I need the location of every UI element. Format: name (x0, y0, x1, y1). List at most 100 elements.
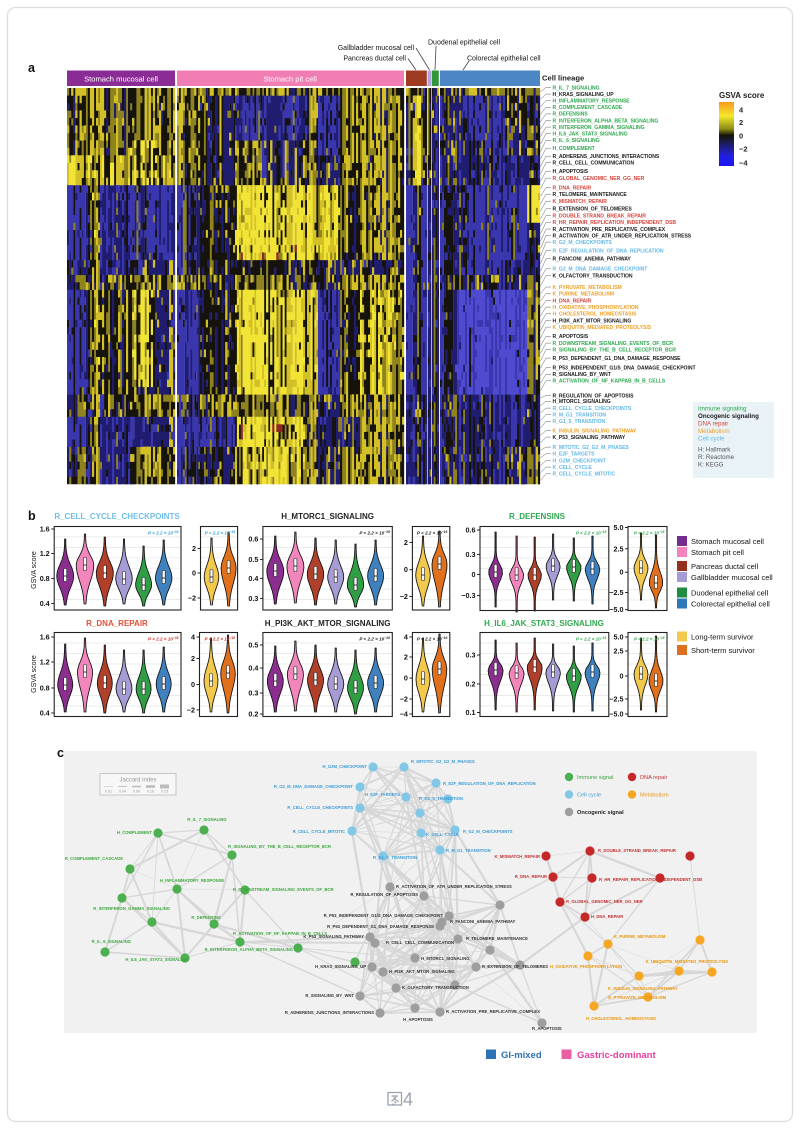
svg-text:R_ACTIVATION_OF_ATR_UNDER_REPL: R_ACTIVATION_OF_ATR_UNDER_REPLICATION_ST… (396, 884, 512, 889)
svg-text:Cell cycle: Cell cycle (577, 793, 601, 799)
svg-text:R_CELL_CYCLE_CHECKPOINTS: R_CELL_CYCLE_CHECKPOINTS (54, 512, 180, 521)
svg-text:−2.5: −2.5 (609, 588, 623, 597)
svg-text:H_DNA_REPAIR: H_DNA_REPAIR (553, 298, 592, 304)
svg-text:−2: −2 (739, 145, 748, 154)
svg-text:H_KRAS_SIGNALING_UP: H_KRAS_SIGNALING_UP (315, 964, 366, 969)
svg-text:H_G2M_CHECKPOINT: H_G2M_CHECKPOINT (553, 458, 607, 464)
svg-text:R_COMPLEMENT_CASCADE: R_COMPLEMENT_CASCADE (65, 856, 123, 861)
svg-text:H: Hallmark: H: Hallmark (698, 447, 731, 454)
svg-text:R_G2_M_CHECKPOINTS: R_G2_M_CHECKPOINTS (463, 829, 513, 834)
svg-text:4: 4 (191, 633, 195, 642)
svg-text:R_SIGNALING_BY_THE_B_CELL_RECE: R_SIGNALING_BY_THE_B_CELL_RECEPTOR_BCR (228, 844, 331, 849)
svg-text:−4: −4 (739, 159, 748, 168)
svg-text:2: 2 (191, 654, 195, 663)
svg-text:H_PI3K_AKT_MTOR_SIGNALING: H_PI3K_AKT_MTOR_SIGNALING (553, 318, 632, 324)
svg-text:R_P53_DEPENDENT_G1_DNA_DAMAGE_: R_P53_DEPENDENT_G1_DNA_DAMAGE_RESPONSE (553, 356, 682, 362)
svg-text:Oncogenic signaling: Oncogenic signaling (698, 413, 759, 420)
svg-text:0: 0 (472, 570, 476, 579)
svg-text:GI-mixed: GI-mixed (501, 1050, 542, 1061)
svg-text:R_M_G1_TRANSITION: R_M_G1_TRANSITION (446, 848, 491, 853)
svg-text:R_IL_6_SIGNALING: R_IL_6_SIGNALING (92, 939, 131, 944)
svg-text:0: 0 (739, 132, 743, 141)
svg-text:0.5: 0.5 (248, 555, 258, 564)
svg-text:Cell lineage: Cell lineage (542, 74, 584, 83)
svg-text:K_PYRUVATE_METABOLISM: K_PYRUVATE_METABOLISM (608, 995, 666, 1000)
svg-text:K_PURINE_METABOLISM: K_PURINE_METABOLISM (553, 292, 615, 298)
svg-text:H_MTORC1_SIGNALING: H_MTORC1_SIGNALING (281, 512, 374, 521)
svg-text:H_INFLAMMATORY_RESPONSE: H_INFLAMMATORY_RESPONSE (553, 99, 631, 105)
svg-text:R_DEFENSINS: R_DEFENSINS (553, 112, 589, 118)
svg-text:Gallbladder mucosal cell: Gallbladder mucosal cell (691, 573, 773, 582)
svg-text:R_ADHERENS_JUNCTIONS_INTERACTI: R_ADHERENS_JUNCTIONS_INTERACTIONS (553, 154, 660, 160)
svg-text:R_SIGNALING_BY_WNT: R_SIGNALING_BY_WNT (553, 372, 612, 378)
svg-text:R_GLOBAL_GENOMIC_NER_GG_NER: R_GLOBAL_GENOMIC_NER_GG_NER (553, 176, 645, 182)
svg-text:Gallbladder mucosal cell: Gallbladder mucosal cell (338, 45, 415, 52)
svg-text:4: 4 (404, 633, 408, 642)
svg-text:R_DOWNSTREAM_SIGNALING_EVENTS_: R_DOWNSTREAM_SIGNALING_EVENTS_OF_BCR (553, 341, 674, 347)
svg-text:K_UBIQUITIN_MEDIATED_PROTEOLYS: K_UBIQUITIN_MEDIATED_PROTEOLYSIS (553, 325, 652, 331)
svg-text:R_DNA_REPAIR: R_DNA_REPAIR (553, 186, 592, 192)
svg-text:−4: −4 (400, 710, 408, 719)
svg-text:H_COMPLEMENT: H_COMPLEMENT (553, 146, 596, 152)
svg-text:R_HR_REPAIR_REPLICATION_INDEPE: R_HR_REPAIR_REPLICATION_INDEPENDENT_DSB (599, 877, 702, 882)
svg-text:GSVA score: GSVA score (31, 655, 38, 693)
svg-text:−2: −2 (400, 695, 408, 704)
svg-text:R_APOPTOSIS: R_APOPTOSIS (532, 1026, 562, 1031)
svg-text:K_OLFACTORY_TRANSDUCTION: K_OLFACTORY_TRANSDUCTION (402, 985, 469, 990)
svg-text:P < 2.2 × 10−16: P < 2.2 × 10−16 (359, 530, 390, 536)
svg-text:Pancreas ductal cell: Pancreas ductal cell (691, 562, 758, 571)
svg-text:b: b (28, 509, 36, 523)
svg-text:0.1: 0.1 (466, 708, 476, 717)
svg-text:R: Reactome: R: Reactome (698, 454, 735, 461)
svg-text:K: KEGG: K: KEGG (698, 462, 724, 469)
svg-text:H_COMPLEMENT: H_COMPLEMENT (117, 830, 153, 835)
svg-text:0: 0 (620, 568, 624, 577)
svg-text:R_REGULATION_OF_APOPTOSIS: R_REGULATION_OF_APOPTOSIS (350, 892, 418, 897)
svg-text:Oncogenic signal: Oncogenic signal (577, 810, 624, 816)
svg-text:R_ACTIVATION_PRE_REPLICATIVE_C: R_ACTIVATION_PRE_REPLICATIVE_COMPLEX (553, 227, 666, 233)
svg-text:R_INTERFERON_GAMMA_SIGNALING: R_INTERFERON_GAMMA_SIGNALING (93, 906, 170, 911)
svg-text:Colorectal epithelial cell: Colorectal epithelial cell (467, 56, 541, 63)
svg-text:R_HR_REPAIR_REPLICATION_INDEPE: R_HR_REPAIR_REPLICATION_INDEPENDENT_DSB (553, 220, 677, 226)
svg-text:R_INTERFERON_ALPHA_BETA_SIGNAL: R_INTERFERON_ALPHA_BETA_SIGNALING (553, 118, 659, 124)
svg-text:2: 2 (404, 538, 408, 547)
svg-text:−2.5: −2.5 (609, 695, 623, 704)
svg-text:P < 2.2 × 10−16: P < 2.2 × 10−16 (417, 636, 448, 642)
svg-text:P < 2.2 × 10−16: P < 2.2 × 10−16 (417, 530, 448, 536)
svg-text:H_OXIDATIVE_PHOSPHORYLATION: H_OXIDATIVE_PHOSPHORYLATION (553, 305, 639, 311)
svg-text:K_PYRUVATE_METABOLISM: K_PYRUVATE_METABOLISM (553, 285, 622, 291)
svg-text:H_KRAS_SIGNALING_UP: H_KRAS_SIGNALING_UP (553, 92, 615, 98)
svg-text:−0.3: −0.3 (461, 591, 475, 600)
svg-text:Long-term survivor: Long-term survivor (691, 633, 754, 642)
svg-text:R_ACTIVATION_OF_NF_KAPPAB_IN_B: R_ACTIVATION_OF_NF_KAPPAB_IN_B_CELLS (233, 931, 327, 936)
svg-text:1.6: 1.6 (40, 633, 50, 642)
svg-text:R_IL_6_SIGNALING: R_IL_6_SIGNALING (553, 138, 600, 144)
svg-text:1.2: 1.2 (40, 549, 50, 558)
svg-text:K_CELL_CYCLE: K_CELL_CYCLE (426, 832, 459, 837)
svg-text:R_TELOMERE_MAINTENANCE: R_TELOMERE_MAINTENANCE (553, 192, 628, 198)
svg-text:H_INFLAMMATORY_RESPONSE: H_INFLAMMATORY_RESPONSE (160, 878, 225, 883)
svg-text:K_MISMATCH_REPAIR: K_MISMATCH_REPAIR (553, 199, 608, 205)
svg-text:R_INTERFERON_ALPHA_BETA_SIGNAL: R_INTERFERON_ALPHA_BETA_SIGNALING (205, 947, 293, 952)
svg-text:P < 2.2 × 10−16: P < 2.2 × 10−16 (576, 530, 607, 536)
svg-text:Short-term survivor: Short-term survivor (691, 646, 755, 655)
svg-text:DNA repair: DNA repair (698, 421, 728, 428)
svg-text:5.0: 5.0 (614, 633, 624, 642)
svg-text:H_CHOLESTEROL_HOMEOSTASIS: H_CHOLESTEROL_HOMEOSTASIS (553, 312, 637, 318)
svg-text:R_G2_M_CHECKPOINTS: R_G2_M_CHECKPOINTS (553, 240, 613, 246)
svg-text:R_CELL_CELL_COMMUNICATION: R_CELL_CELL_COMMUNICATION (553, 160, 635, 166)
svg-text:R_MITOTIC_G2_G2_M_PHASES: R_MITOTIC_G2_G2_M_PHASES (553, 445, 630, 451)
svg-text:R_DOUBLE_STRAND_BREAK_REPAIR: R_DOUBLE_STRAND_BREAK_REPAIR (553, 213, 647, 219)
svg-text:0.3: 0.3 (248, 689, 258, 698)
svg-text:R_G1_S_TRANSITION: R_G1_S_TRANSITION (553, 419, 606, 425)
svg-text:P < 2.2 × 10−16: P < 2.2 × 10−16 (205, 636, 236, 642)
svg-text:R_ADHERENS_JUNCTIONS_INTERACTI: R_ADHERENS_JUNCTIONS_INTERACTIONS (285, 1010, 374, 1015)
svg-text:4: 4 (403, 1090, 413, 1110)
svg-text:R_G2_M_DNA_DAMAGE_CHECKPOINT: R_G2_M_DNA_DAMAGE_CHECKPOINT (553, 267, 649, 273)
svg-text:0: 0 (404, 565, 408, 574)
svg-text:R_DEFENSINS: R_DEFENSINS (191, 915, 221, 920)
svg-text:Cell cycle: Cell cycle (698, 436, 725, 443)
svg-text:H_MTORC1_SIGNALING: H_MTORC1_SIGNALING (553, 399, 611, 405)
svg-text:H_PI3K_AKT_MTOR_SIGNALING: H_PI3K_AKT_MTOR_SIGNALING (389, 969, 455, 974)
svg-text:DNA repair: DNA repair (640, 775, 667, 781)
